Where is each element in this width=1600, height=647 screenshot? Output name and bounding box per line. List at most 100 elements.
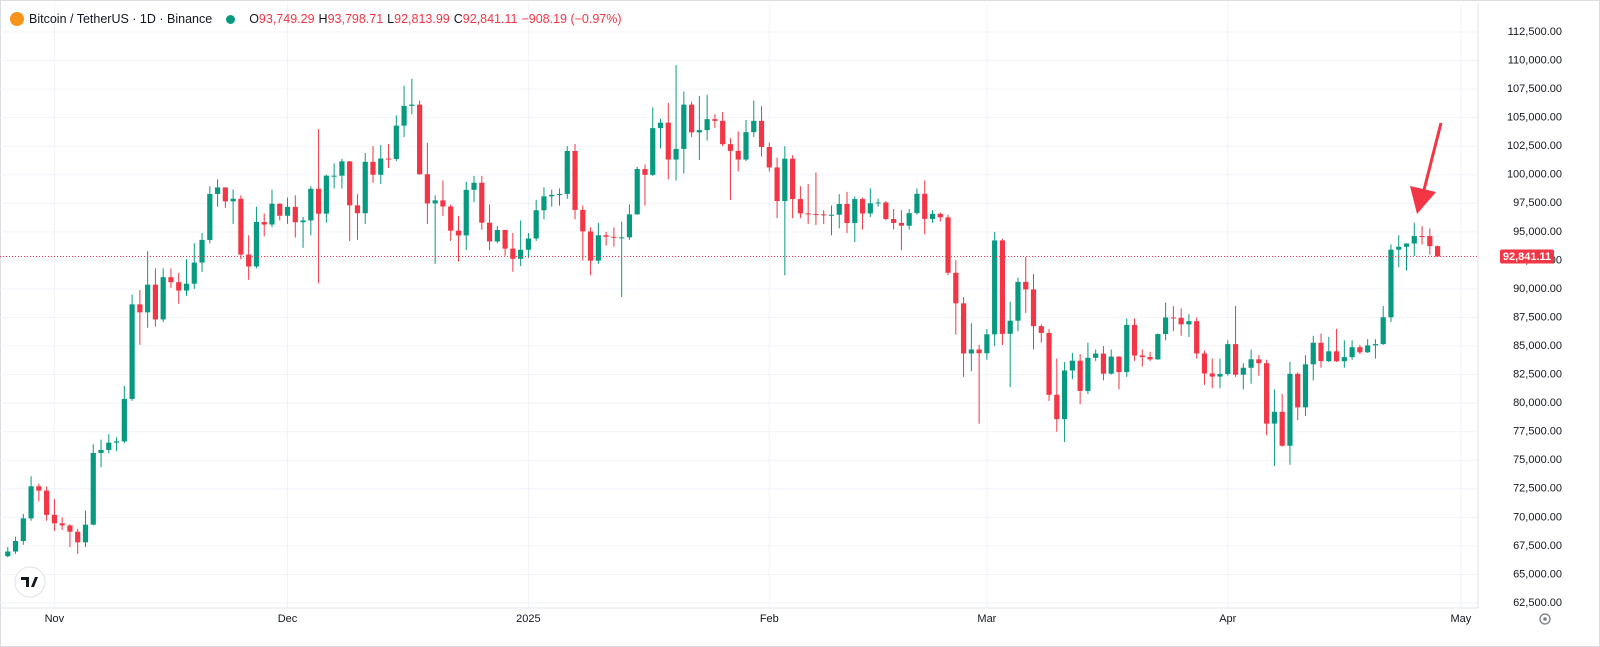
symbol-title[interactable]: Bitcoin / TetherUS · 1D · Binance — [29, 12, 213, 26]
candle-body — [1186, 321, 1192, 325]
candle-body — [1100, 353, 1107, 374]
candle-body — [929, 213, 936, 219]
candle-body — [836, 203, 842, 215]
candle-body — [1271, 411, 1278, 424]
candle-body — [494, 230, 500, 242]
candle-body — [564, 150, 570, 194]
candle-body — [1388, 249, 1394, 318]
candle-body — [650, 128, 656, 175]
candle-body — [448, 206, 454, 231]
candle-body — [1318, 342, 1324, 362]
candle-body — [1333, 351, 1340, 362]
tradingview-logo — [14, 566, 46, 598]
candle-body — [953, 272, 959, 304]
candle-body — [393, 125, 399, 159]
candle-body — [160, 277, 166, 320]
candle-body — [331, 175, 337, 177]
candle-body — [549, 194, 555, 197]
candle-body — [758, 120, 765, 147]
candle-body — [137, 304, 143, 313]
candle-body — [385, 158, 392, 160]
candle-body — [665, 122, 671, 160]
candle-body — [611, 236, 617, 238]
x-tick-label: Apr — [1219, 613, 1236, 625]
candle-body — [976, 349, 982, 354]
candle-body — [999, 240, 1006, 334]
candle-body — [1170, 317, 1176, 319]
candle-body — [28, 486, 34, 519]
arrow-shaft — [1422, 122, 1443, 191]
candle-body — [533, 210, 539, 239]
candle-body — [455, 230, 462, 236]
candle-body — [1054, 394, 1060, 420]
candle-body — [253, 222, 260, 267]
candle-body — [20, 518, 26, 541]
candle-body — [1403, 243, 1410, 247]
candle-body — [222, 187, 228, 202]
candle-body — [1357, 347, 1363, 353]
axes: 62,500.00 65,000.00 67,500.00 70,000.00 72,5… — [45, 26, 1562, 625]
candle-body — [75, 531, 81, 543]
candle-body — [269, 203, 275, 225]
arrow-head — [1410, 186, 1436, 214]
candle-body — [347, 161, 353, 206]
candle-body — [277, 203, 283, 216]
logo-mark — [21, 577, 38, 587]
candle-body — [518, 249, 524, 259]
candle-body — [720, 120, 726, 145]
candle-body — [1015, 281, 1021, 321]
candle-body — [556, 193, 563, 195]
y-tick-label: 80,000.00 — [1513, 397, 1562, 409]
symbol-header: Bitcoin / TetherUS · 1D · Binance O 93,7… — [10, 10, 626, 28]
candle-body — [1232, 344, 1239, 375]
candle-body — [121, 398, 127, 442]
candle-body — [1131, 324, 1138, 356]
candle-body — [129, 304, 135, 399]
candle-body — [1225, 344, 1231, 375]
open-value: 93,749.29 — [258, 12, 315, 26]
candle-body — [5, 551, 11, 557]
candle-body — [59, 523, 65, 526]
close-value: 92,841.11 — [462, 12, 518, 26]
candle-body — [1380, 317, 1386, 345]
candle-body — [898, 222, 905, 226]
y-tick-label: 75,000.00 — [1513, 454, 1562, 466]
candle-body — [595, 235, 601, 261]
candle-body — [587, 231, 594, 261]
candle-body — [316, 188, 322, 214]
candle-body — [152, 284, 159, 320]
candle-body — [1341, 357, 1347, 362]
candle-body — [1007, 320, 1013, 334]
y-tick-label: 87,500.00 — [1513, 311, 1562, 323]
candle-body — [51, 514, 57, 524]
candle-body — [859, 199, 866, 214]
annotation-arrow — [1410, 122, 1443, 214]
candle-body — [704, 119, 710, 131]
close-label: C — [453, 12, 463, 26]
high-label: H — [318, 12, 328, 26]
y-tick-label: 97,500.00 — [1513, 197, 1562, 209]
low-value: 92,813.99 — [394, 12, 450, 26]
candle-body — [1365, 345, 1371, 353]
y-tick-label: 107,500.00 — [1507, 83, 1562, 95]
coin-icon — [10, 12, 24, 26]
candle-body — [370, 161, 376, 175]
settings-icon[interactable] — [1539, 613, 1551, 625]
candle-body — [1295, 373, 1301, 408]
candle-body — [696, 130, 702, 133]
candle-body — [113, 441, 120, 443]
y-tick-label: 90,000.00 — [1513, 283, 1562, 295]
candle-body — [106, 442, 112, 450]
settings-gear[interactable] — [1539, 613, 1551, 625]
candle-body — [960, 303, 967, 354]
low-label: L — [387, 12, 395, 26]
candle-body — [992, 240, 998, 335]
x-tick-label: Mar — [977, 613, 996, 625]
high-value: 93,798.71 — [327, 12, 384, 26]
candle-body — [44, 490, 50, 515]
candle-body — [1411, 235, 1417, 244]
y-tick-label: 65,000.00 — [1513, 568, 1562, 580]
candle-body — [541, 196, 547, 211]
